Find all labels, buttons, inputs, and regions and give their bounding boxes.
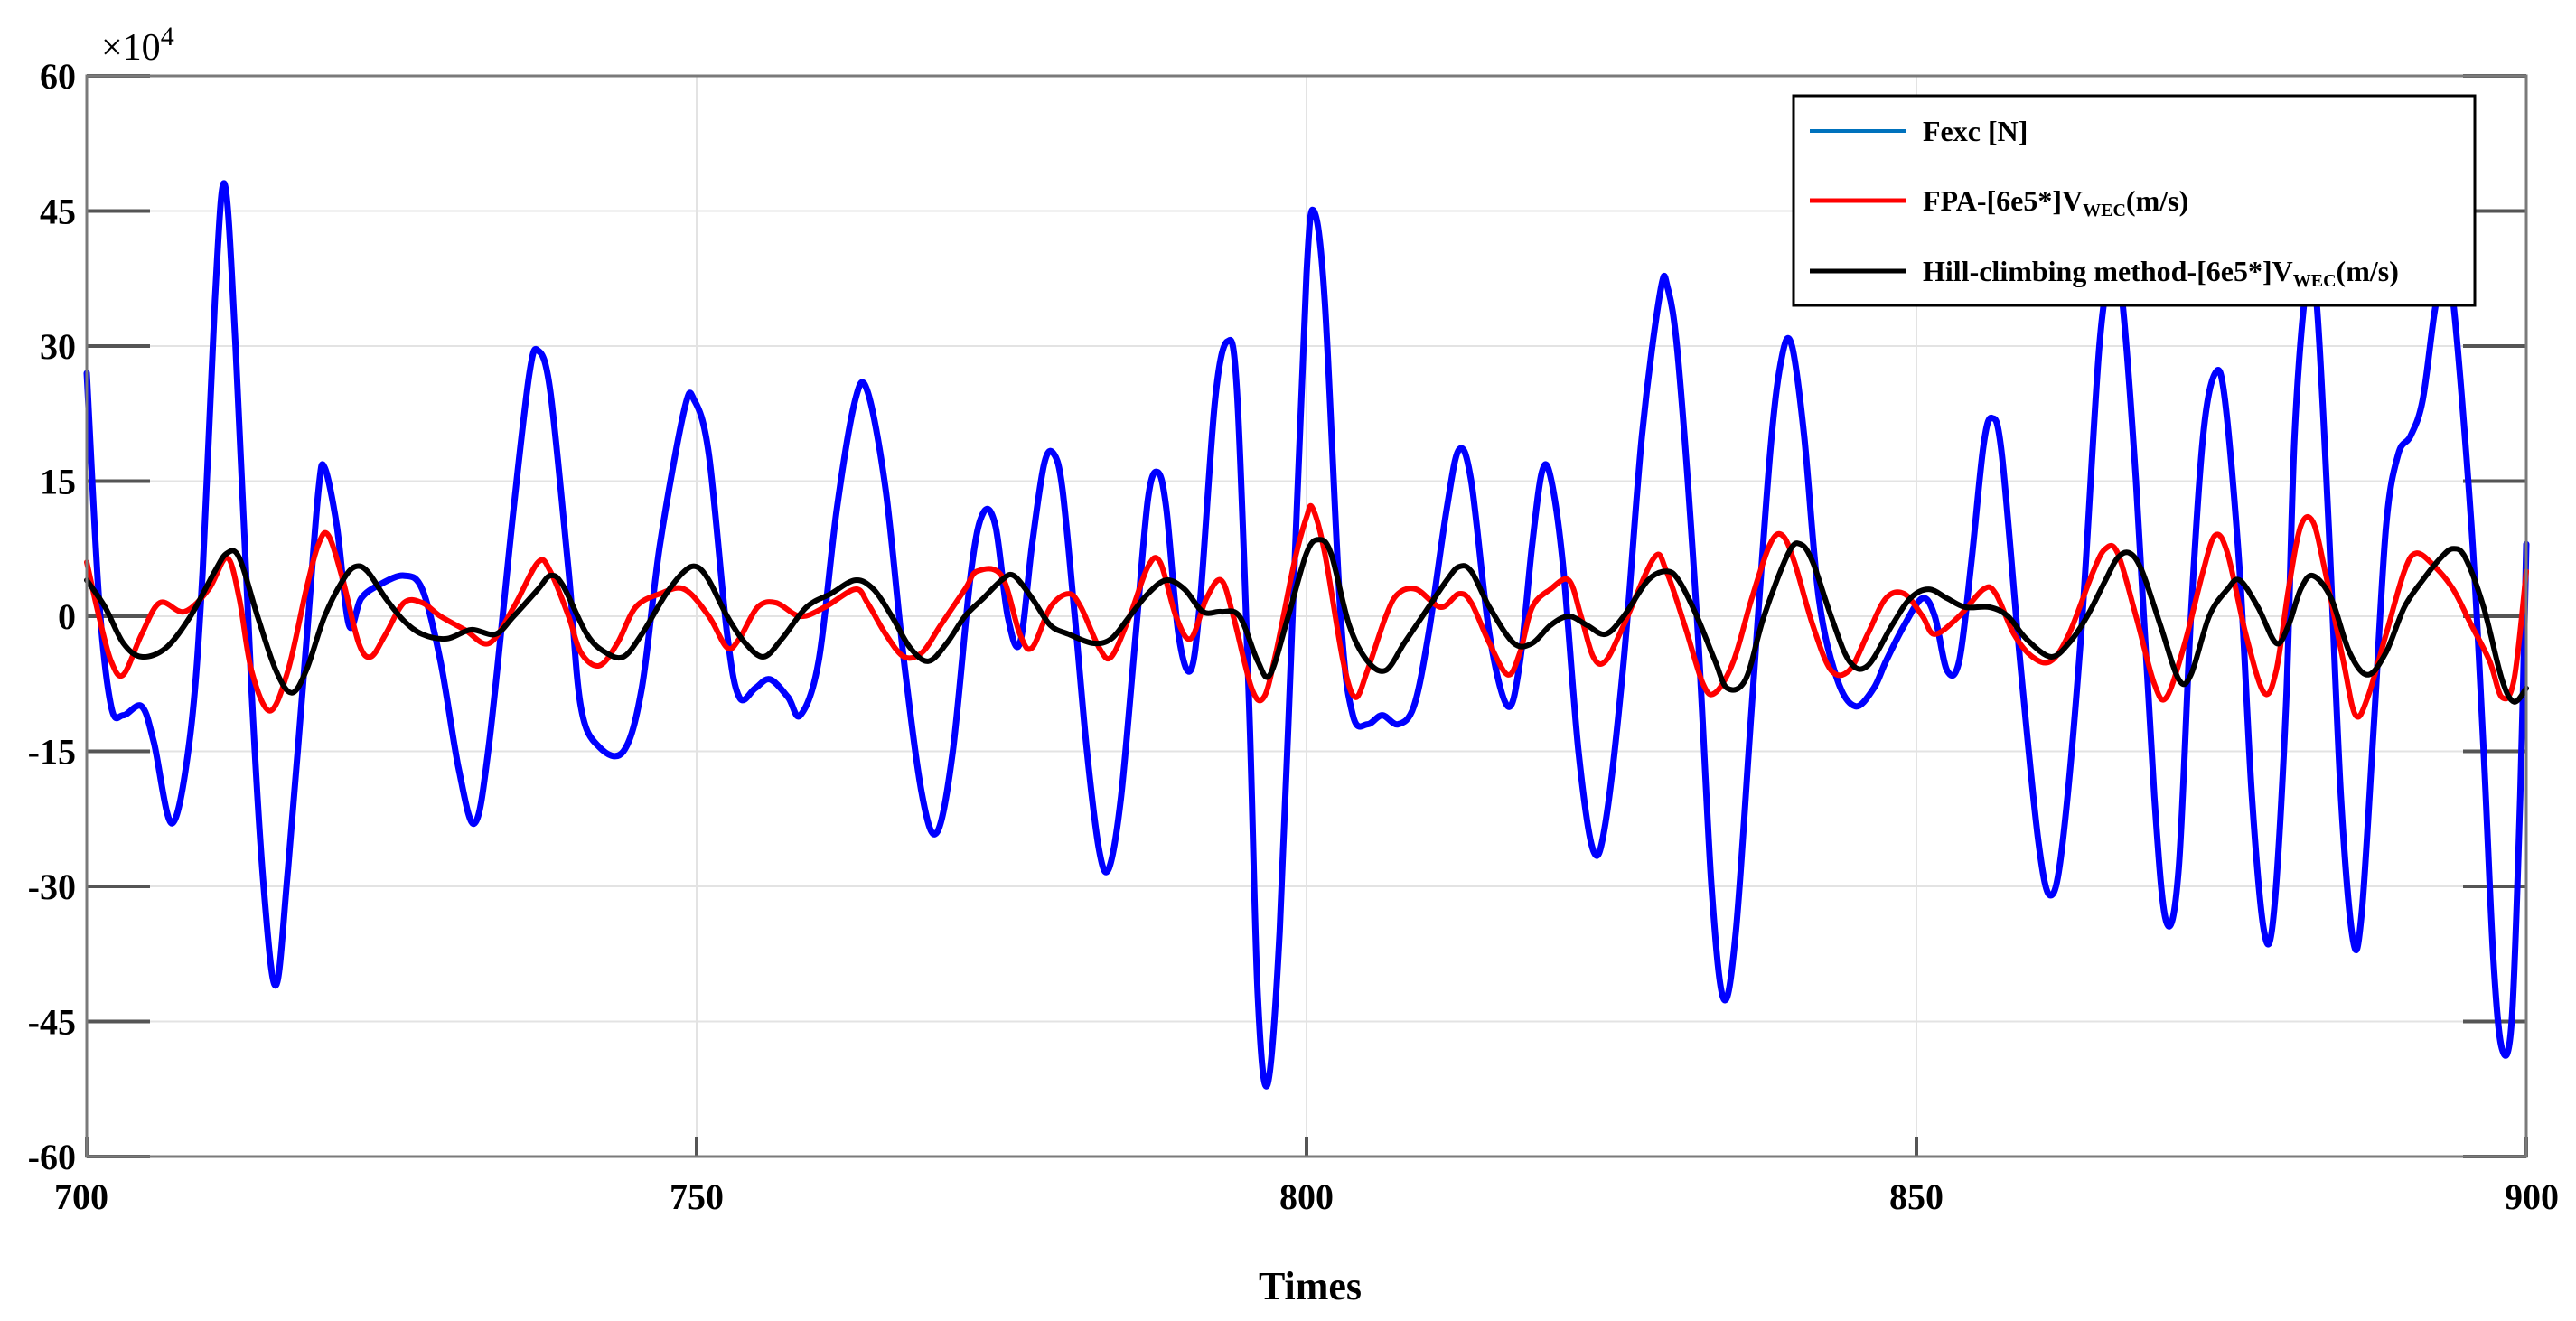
- y-tick-label: -45: [28, 1002, 76, 1043]
- legend-label-hill: Hill-climbing method-[6e5*]VWEC(m/s): [1923, 255, 2399, 291]
- series-line-fexc: [83, 180, 2530, 1090]
- x-tick-label: 800: [1279, 1176, 1334, 1217]
- y-tick-label: 0: [58, 596, 76, 637]
- series-lines: [83, 180, 2530, 1090]
- y-tick-label: -30: [28, 867, 76, 907]
- legend-label-fexc: Fexc [N]: [1923, 115, 2028, 147]
- y-tick-label: -60: [28, 1137, 76, 1177]
- y-scale-multiplier: ×104: [101, 22, 174, 69]
- legend-box: [1792, 94, 2477, 307]
- x-tick-label: 900: [2505, 1176, 2559, 1217]
- legend: Fexc [N] FPA-[6e5*]VWEC(m/s) Hill-climbi…: [1792, 94, 2477, 307]
- x-axis-title: Times: [1259, 1264, 1362, 1308]
- y-tick-label: 45: [40, 192, 76, 232]
- plot-frame: [85, 74, 2528, 1158]
- x-tick-label: 700: [54, 1176, 108, 1217]
- y-tick-label: 30: [40, 326, 76, 367]
- y-tick-label: 15: [40, 462, 76, 502]
- x-tick-label: 750: [670, 1176, 724, 1217]
- series-line-hill-climbing: [84, 537, 2529, 705]
- y-tick-label: -15: [28, 732, 76, 773]
- x-tick-label: 850: [1889, 1176, 1944, 1217]
- legend-label-fpa: FPA-[6e5*]VWEC(m/s): [1923, 184, 2188, 220]
- y-tick-label: 60: [40, 56, 76, 97]
